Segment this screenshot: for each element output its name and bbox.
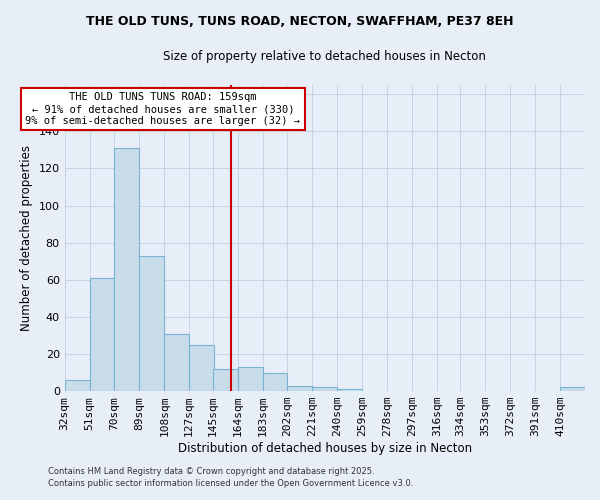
Bar <box>65 380 89 391</box>
Bar <box>238 367 263 391</box>
Text: THE OLD TUNS TUNS ROAD: 159sqm
← 91% of detached houses are smaller (330)
9% of : THE OLD TUNS TUNS ROAD: 159sqm ← 91% of … <box>25 92 301 126</box>
Text: Contains HM Land Registry data © Crown copyright and database right 2025.
Contai: Contains HM Land Registry data © Crown c… <box>48 466 413 487</box>
X-axis label: Distribution of detached houses by size in Necton: Distribution of detached houses by size … <box>178 442 472 455</box>
Bar <box>213 369 238 391</box>
Bar <box>313 388 337 391</box>
Bar <box>560 388 585 391</box>
Bar <box>263 372 287 391</box>
Bar <box>337 389 362 391</box>
Bar <box>139 256 164 391</box>
Y-axis label: Number of detached properties: Number of detached properties <box>20 145 33 331</box>
Text: THE OLD TUNS, TUNS ROAD, NECTON, SWAFFHAM, PE37 8EH: THE OLD TUNS, TUNS ROAD, NECTON, SWAFFHA… <box>86 15 514 28</box>
Bar <box>164 334 189 391</box>
Bar <box>287 386 313 391</box>
Bar <box>189 344 214 391</box>
Title: Size of property relative to detached houses in Necton: Size of property relative to detached ho… <box>163 50 486 63</box>
Bar <box>115 148 139 391</box>
Bar <box>89 278 115 391</box>
